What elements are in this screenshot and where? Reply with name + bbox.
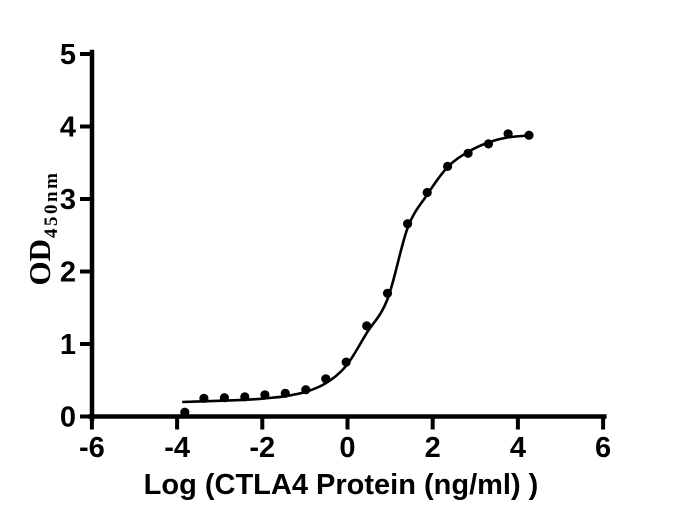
y-tick-label-5: 5 (60, 39, 76, 71)
y-tick-label-1: 1 (60, 329, 76, 361)
data-point (403, 219, 413, 229)
x-axis-title: Log (CTLA4 Protein (ng/ml) ) (143, 469, 539, 501)
x-tick-label-4: 4 (510, 432, 526, 464)
data-point (362, 321, 372, 331)
fit-curve (182, 133, 533, 404)
x-tick-label-0: 0 (339, 432, 355, 464)
data-point (503, 129, 513, 139)
y-tick-label-2: 2 (60, 257, 76, 289)
x-tick-label--4: -4 (164, 432, 190, 464)
data-point (199, 393, 209, 403)
data-point (180, 407, 190, 417)
x-tick-label--6: -6 (79, 432, 105, 464)
data-point (463, 148, 473, 158)
data-point (483, 139, 494, 149)
data-point (341, 357, 351, 367)
y-tick-label-0: 0 (60, 402, 76, 434)
y-tick-label-3: 3 (60, 184, 76, 216)
data-point (382, 288, 393, 298)
y-tick-label-4: 4 (60, 112, 76, 144)
data-point (240, 392, 250, 402)
x-tick-label-6: 6 (595, 432, 611, 464)
y-axis-title: OD450nm (22, 171, 62, 286)
data-point (301, 385, 311, 395)
x-tick-label--2: -2 (249, 432, 275, 464)
data-point (321, 374, 331, 384)
data-point (422, 187, 432, 198)
x-tick-label-2: 2 (425, 432, 441, 464)
data-point (219, 393, 229, 403)
data-point (524, 130, 534, 140)
data-point (280, 388, 290, 398)
data-point (443, 161, 453, 171)
y-axis-title-base: OD (22, 238, 57, 286)
data-point (260, 390, 270, 400)
y-axis-title-subscript: 450nm (41, 170, 62, 238)
